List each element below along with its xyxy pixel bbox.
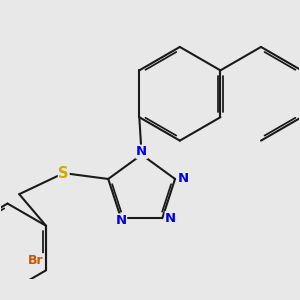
Text: N: N [178,172,189,185]
Text: Br: Br [28,254,44,267]
Text: N: N [165,212,176,225]
Text: N: N [116,214,127,227]
Text: N: N [136,145,147,158]
Text: S: S [58,166,69,181]
